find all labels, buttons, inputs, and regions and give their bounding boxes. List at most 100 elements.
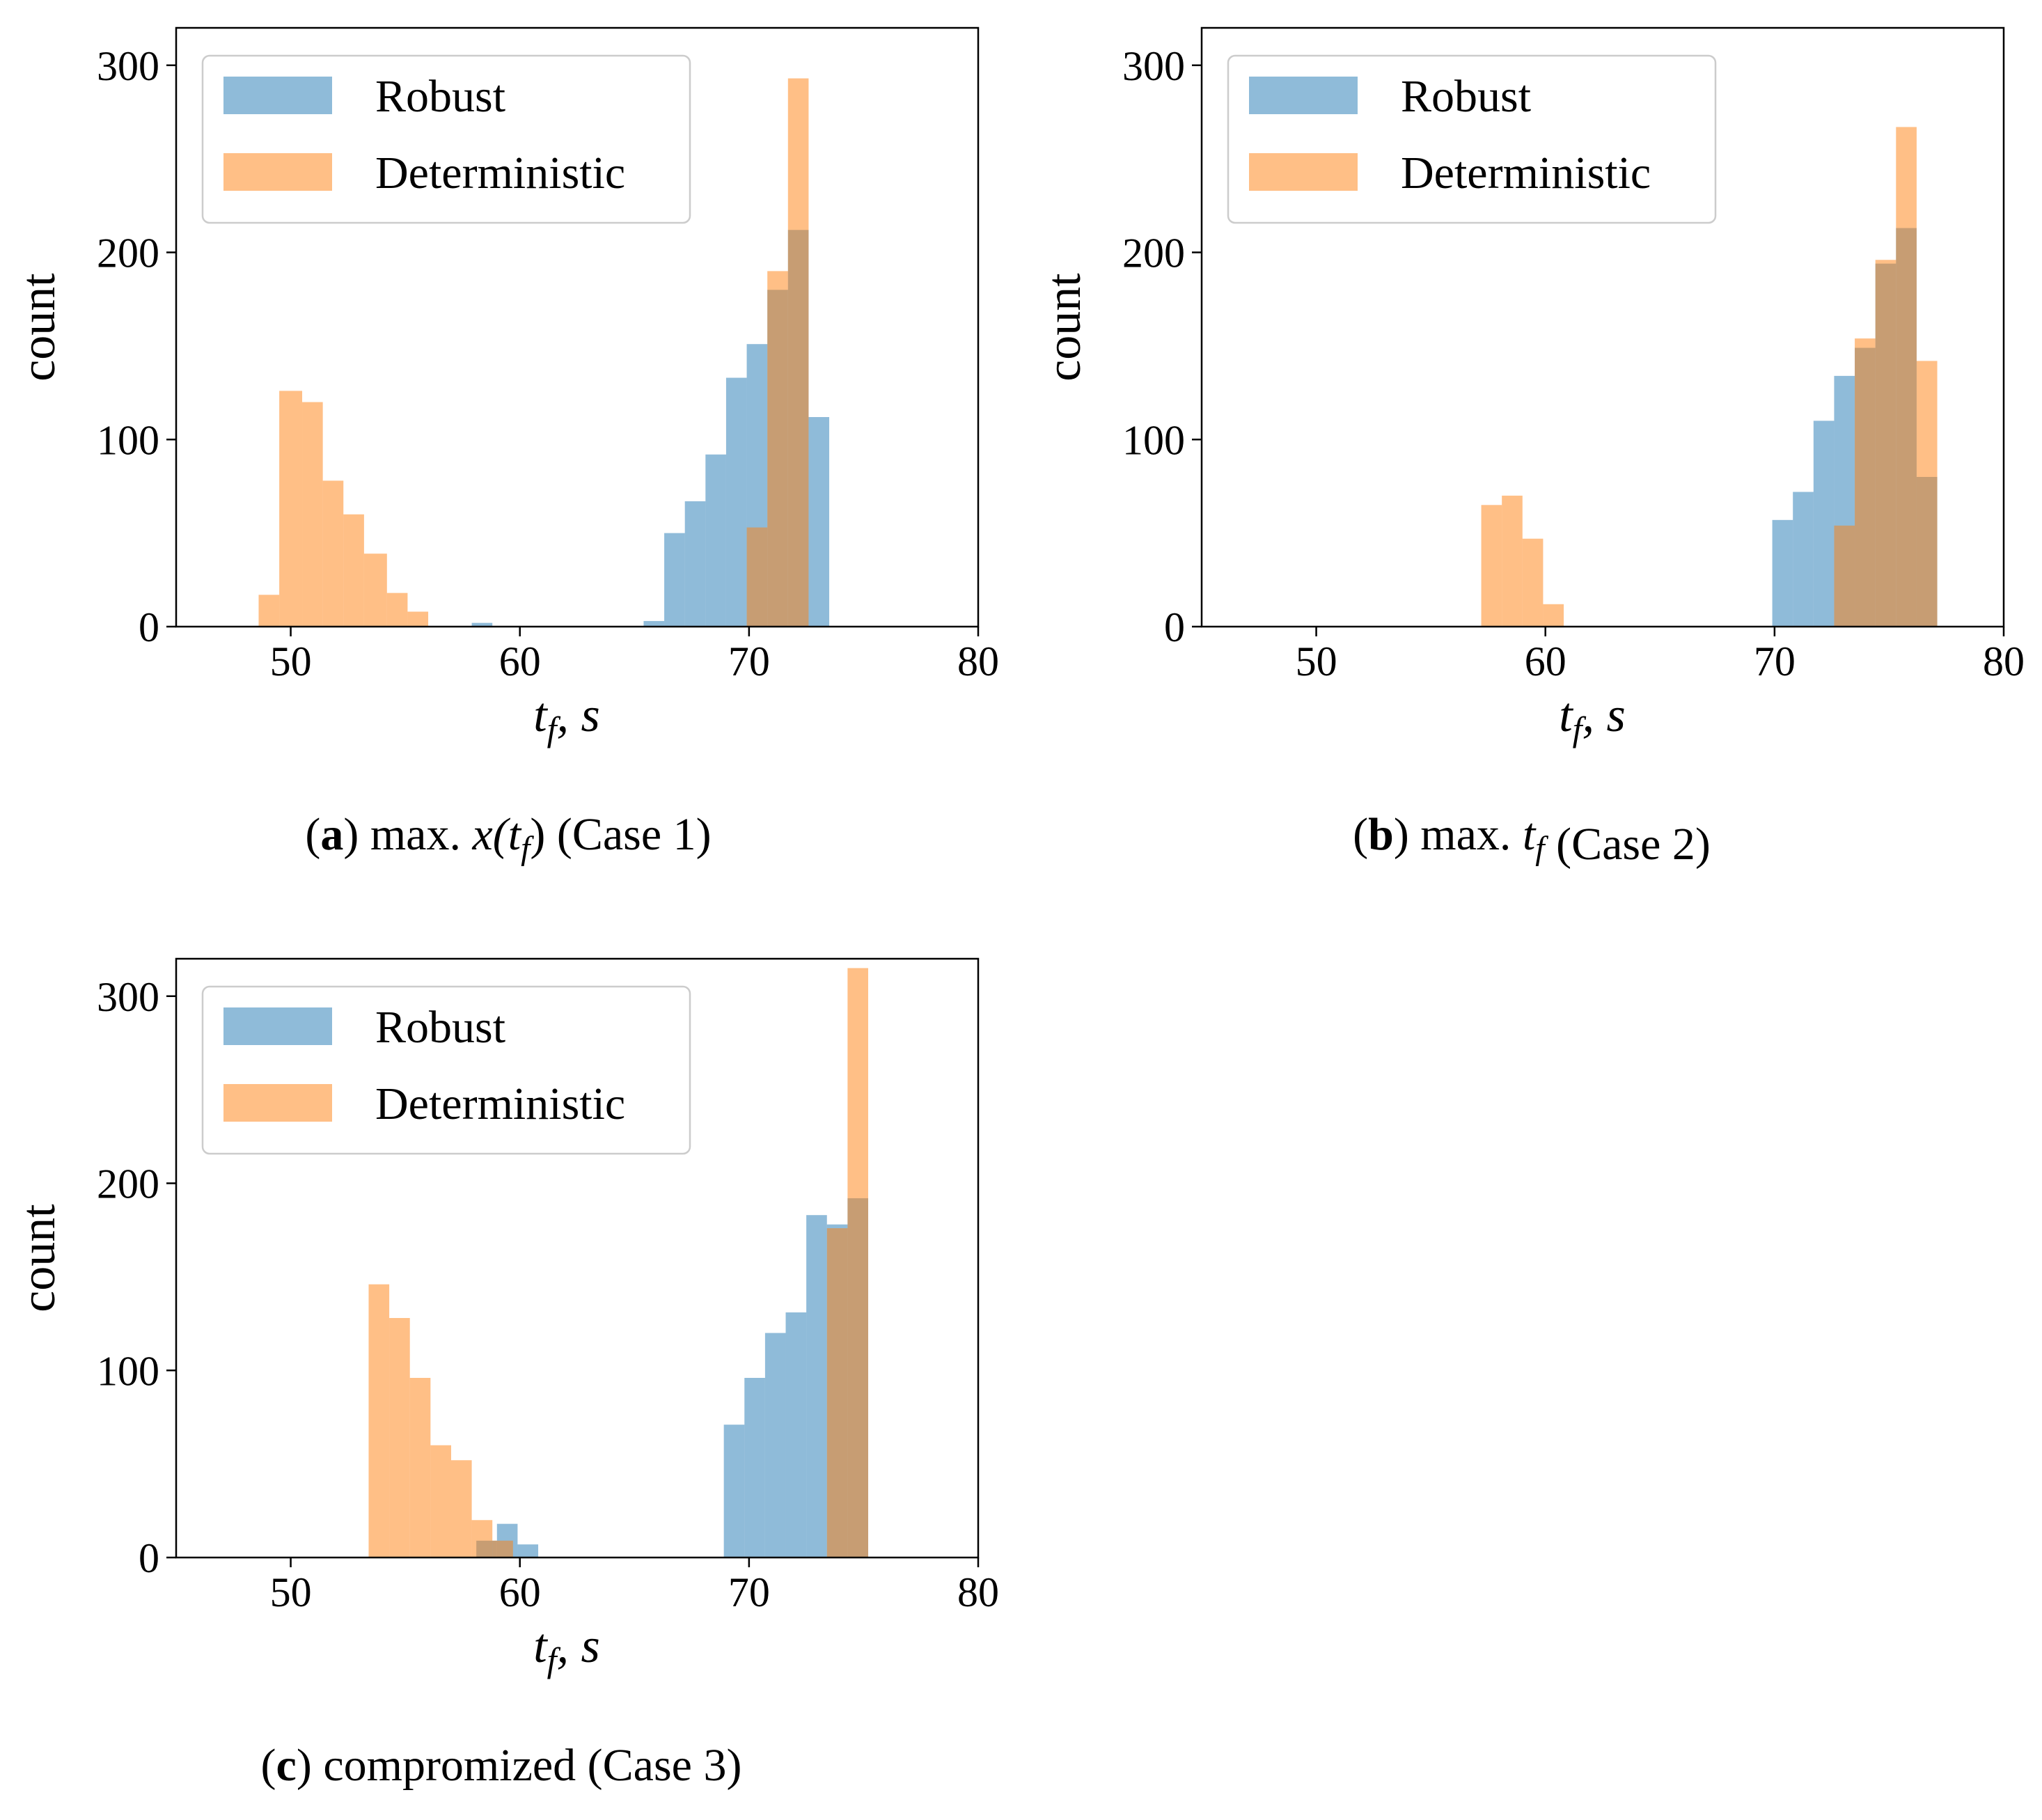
caption-text-after: (Case 2) xyxy=(1545,819,1711,870)
histogram-panel-b: 50 60 70 80 0 100 200 300 count tf, s Robust Determ… xyxy=(1037,26,2025,870)
x-axis-label: tf, s xyxy=(533,1619,600,1679)
bar-deterministic xyxy=(1502,495,1523,627)
bar-robust xyxy=(1772,519,1793,627)
legend-label-robust: Robust xyxy=(1401,71,1531,122)
legend-label-deterministic: Deterministic xyxy=(375,148,625,198)
x-axis-label-main: t xyxy=(533,689,548,742)
bar-robust xyxy=(684,501,706,627)
x-axis-label: tf, s xyxy=(533,689,600,748)
bar-deterministic xyxy=(1896,127,1917,627)
bar-deterministic xyxy=(847,968,869,1558)
bar-deterministic xyxy=(302,402,323,627)
caption-letter: b xyxy=(1368,809,1394,860)
legend-swatch-robust xyxy=(1249,77,1358,114)
legend-swatch-robust xyxy=(223,77,332,114)
bar-robust xyxy=(643,620,665,627)
bar-deterministic xyxy=(386,593,408,627)
caption-paren-close: ) xyxy=(1394,809,1409,860)
bar-deterministic xyxy=(322,480,344,627)
x-axis-label-main: t xyxy=(533,1619,548,1673)
caption-paren-close: ) xyxy=(343,809,359,860)
legend-swatch-deterministic xyxy=(223,153,332,191)
bar-deterministic xyxy=(450,1460,472,1558)
legend: Robust Deterministic xyxy=(1227,54,1717,224)
x-tick-label: 50 xyxy=(270,638,312,684)
bar-deterministic xyxy=(1522,538,1544,627)
bar-robust xyxy=(1793,492,1814,627)
series-deterministic-bars xyxy=(258,78,809,627)
x-axis-label-main: t xyxy=(1559,689,1573,742)
x-tick-label: 70 xyxy=(1754,638,1796,684)
bar-deterministic xyxy=(407,611,429,627)
x-tick-label: 70 xyxy=(728,1569,770,1615)
bar-robust xyxy=(725,377,747,627)
axes-frame xyxy=(175,26,980,628)
y-axis-label: count xyxy=(1037,273,1091,382)
x-tick-label: 80 xyxy=(957,638,999,684)
x-tick-label: 80 xyxy=(1983,638,2025,684)
caption-text-before: max. xyxy=(359,809,472,860)
bar-robust xyxy=(806,1215,827,1558)
bar-deterministic xyxy=(471,1520,493,1558)
bar-deterministic xyxy=(1543,604,1564,627)
x-axis-label-rest: , s xyxy=(1582,689,1626,742)
y-tick-label: 300 xyxy=(97,43,159,89)
caption-paren-open: ( xyxy=(305,809,320,860)
bar-deterministic xyxy=(1916,361,1938,627)
histogram-panel-a: 50 60 70 80 0 100 200 300 count tf, s Robust Determ… xyxy=(12,26,999,867)
x-tick-label: 60 xyxy=(499,1569,541,1615)
legend-label-deterministic: Deterministic xyxy=(375,1078,625,1129)
bar-deterministic xyxy=(1481,505,1502,627)
bar-deterministic xyxy=(746,527,768,627)
bar-deterministic xyxy=(1855,338,1876,627)
legend-label-robust: Robust xyxy=(375,1002,505,1053)
y-tick-label: 300 xyxy=(97,974,159,1020)
histogram-panel-c: 50 60 70 80 0 100 200 300 count tf, s Robust Determ… xyxy=(12,957,999,1791)
bar-robust xyxy=(1813,421,1835,627)
caption-text-before: max. xyxy=(1409,809,1523,860)
bar-robust xyxy=(785,1312,807,1558)
caption-letter: c xyxy=(276,1740,297,1791)
caption-paren-close: ) xyxy=(297,1740,312,1791)
caption-math: x(t xyxy=(471,809,521,860)
bar-robust xyxy=(744,1378,765,1558)
bar-robust xyxy=(764,1333,786,1558)
bar-deterministic xyxy=(1875,260,1896,627)
x-tick-label: 80 xyxy=(957,1569,999,1615)
x-axis-label: tf, s xyxy=(1559,689,1626,748)
y-tick-label: 100 xyxy=(97,1348,159,1394)
y-tick-label: 0 xyxy=(139,604,159,650)
bar-deterministic xyxy=(430,1445,451,1558)
series-deterministic-bars xyxy=(368,968,869,1558)
caption-letter: a xyxy=(320,809,343,860)
y-tick-label: 300 xyxy=(1122,43,1185,89)
caption-paren-open: ( xyxy=(1353,809,1368,860)
x-tick-label: 50 xyxy=(270,1569,312,1615)
x-axis-label-rest: , s xyxy=(557,689,600,742)
bar-deterministic xyxy=(767,271,788,627)
legend-label-deterministic: Deterministic xyxy=(1401,148,1651,198)
bar-deterministic xyxy=(492,1540,513,1558)
caption-text-after: (Case 1) xyxy=(545,809,711,860)
panel-caption: (b) max. tf (Case 2) xyxy=(1353,809,1711,870)
bar-deterministic xyxy=(343,514,364,627)
y-tick-label: 100 xyxy=(97,417,159,463)
caption-text-after: compromized (Case 3) xyxy=(312,1740,742,1791)
x-tick-label: 60 xyxy=(499,638,541,684)
legend: Robust Deterministic xyxy=(201,985,691,1155)
x-tick-label: 70 xyxy=(728,638,770,684)
caption-math-close: ) xyxy=(530,809,545,860)
bar-robust xyxy=(517,1544,539,1558)
bar-deterministic xyxy=(826,1228,848,1558)
axes-frame xyxy=(1200,26,2005,628)
bar-deterministic xyxy=(389,1318,410,1558)
bar-robust xyxy=(723,1425,745,1558)
panel-caption: (a) max. x(tf) (Case 1) xyxy=(305,809,711,867)
x-tick-label: 50 xyxy=(1296,638,1337,684)
bar-robust xyxy=(705,454,726,627)
legend-label-robust: Robust xyxy=(375,71,505,122)
y-tick-label: 200 xyxy=(1122,230,1185,276)
bar-deterministic xyxy=(279,391,303,627)
